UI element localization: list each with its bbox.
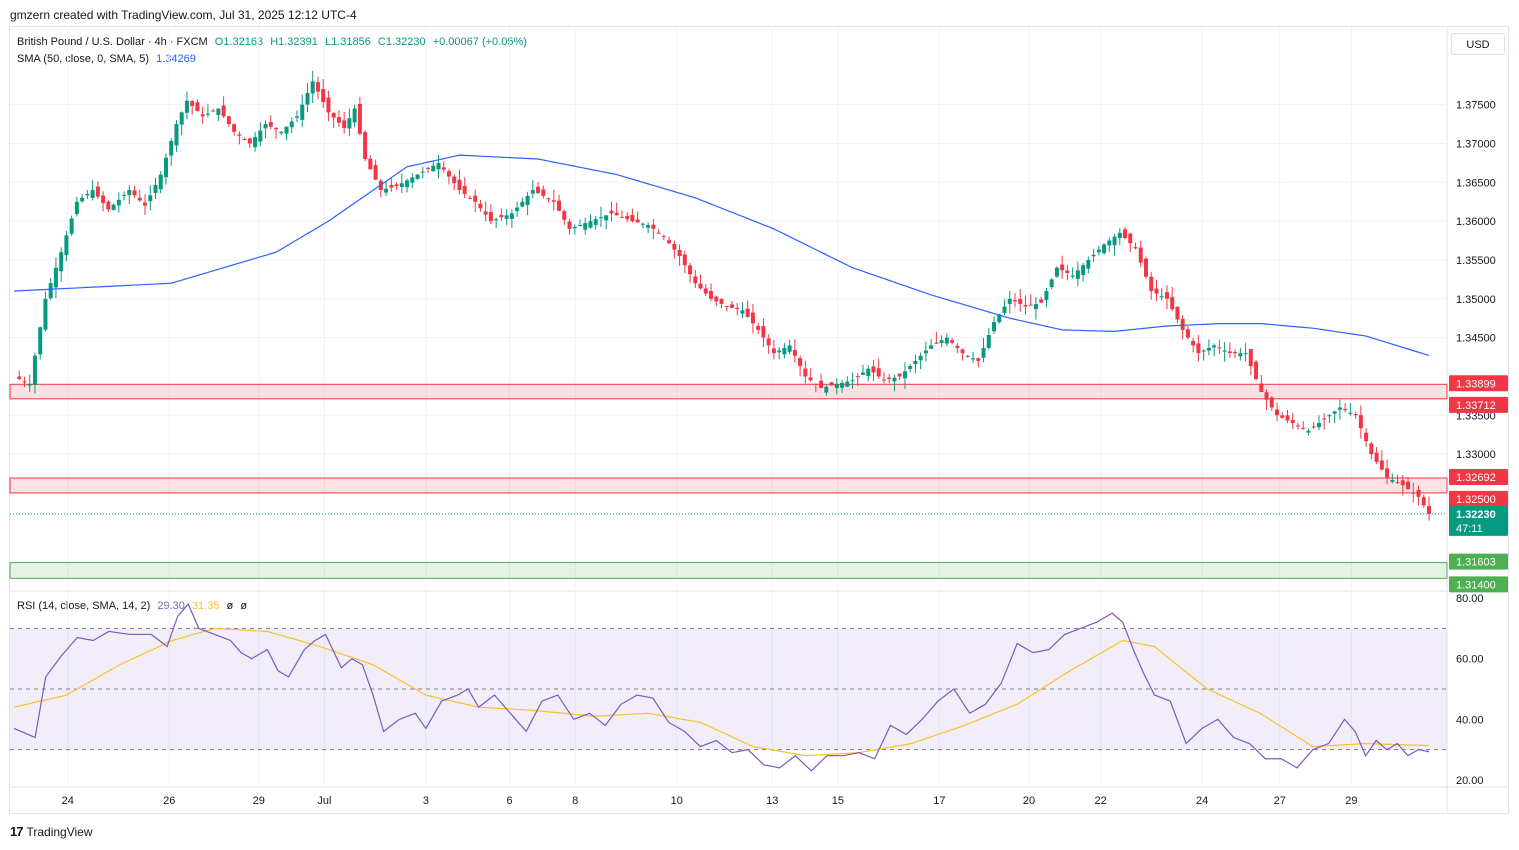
creator-caption: gmzern created with TradingView.com, Jul… xyxy=(10,8,357,22)
rsi-label[interactable]: RSI (14, close, SMA, 14, 2) xyxy=(17,600,151,612)
price-legend: British Pound / U.S. Dollar · 4h · FXCM … xyxy=(17,36,531,48)
symbol-description[interactable]: British Pound / U.S. Dollar · 4h · FXCM xyxy=(17,36,208,48)
close-value: C1.32230 xyxy=(377,36,426,48)
sma-legend: SMA (50, close, 0, SMA, 5) 1.34269 xyxy=(17,53,200,65)
rsi-extra-1: ø xyxy=(226,600,234,612)
rsi-legend: RSI (14, close, SMA, 14, 2) 29.30 31.35 … xyxy=(17,600,251,612)
footer-brand[interactable]: 17 TradingView xyxy=(10,824,93,839)
rsi-value: 29.30 xyxy=(157,600,185,612)
rsi-ma-value: 31.35 xyxy=(191,600,220,612)
change-value: +0.00067 (+0.05%) xyxy=(432,36,527,48)
currency-button[interactable]: USD xyxy=(1451,33,1505,55)
open-value: O1.32163 xyxy=(214,36,264,48)
sma-label[interactable]: SMA (50, close, 0, SMA, 5) xyxy=(17,53,150,65)
rsi-extra-2: ø xyxy=(240,600,248,612)
tradingview-logo-icon: 17 xyxy=(10,824,24,839)
low-value: L1.31856 xyxy=(324,36,371,48)
chart-frame xyxy=(9,26,1509,814)
high-value: H1.32391 xyxy=(270,36,318,48)
sma-value: 1.34269 xyxy=(156,53,196,65)
brand-name: TradingView xyxy=(26,824,93,839)
